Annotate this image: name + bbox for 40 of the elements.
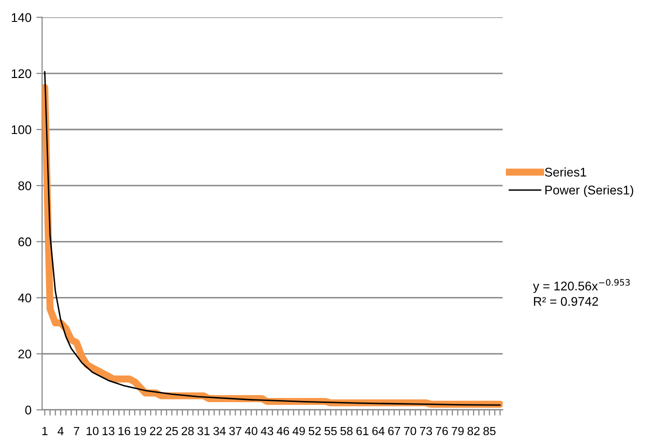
x-tick-label: 82 xyxy=(468,426,480,436)
legend-label: Power (Series1) xyxy=(545,185,634,197)
y-tick-label: 120 xyxy=(12,69,32,78)
x-tick-label: 52 xyxy=(308,426,321,436)
x-tick-label: 37 xyxy=(229,426,242,436)
x-tick-label: 76 xyxy=(436,426,448,436)
x-tick-label: 19 xyxy=(134,426,146,436)
x-tick-label: 7 xyxy=(74,426,80,436)
x-tick-label: 49 xyxy=(292,426,305,436)
text: y = 120.56x$^{−0.953}$ R² = 0.9742 xyxy=(533,279,630,306)
y-tick-label: 40 xyxy=(18,294,32,302)
x-tick-label: 58 xyxy=(340,426,353,436)
y-tick-label: 0 xyxy=(25,406,32,414)
x-tick-label: 79 xyxy=(452,426,464,436)
x-tick-label: 4 xyxy=(58,426,64,436)
x-tick-label: 64 xyxy=(372,426,385,436)
y-tick-label: 20 xyxy=(18,350,32,358)
x-tick-label: 46 xyxy=(276,426,290,436)
x-tick-label: 1 xyxy=(42,426,48,436)
x-tick-label: 22 xyxy=(150,426,162,436)
x-tick-label: 34 xyxy=(213,426,226,436)
legend-label: Series1 xyxy=(544,167,586,177)
x-tick-label: 16 xyxy=(118,426,130,436)
x-tick-label: 55 xyxy=(324,426,337,436)
x-tick-label: 28 xyxy=(182,426,194,436)
y-tick-label: 140 xyxy=(12,13,32,22)
y-tick-label: 60 xyxy=(18,237,32,246)
y-tick-label: 100 xyxy=(12,125,32,134)
x-tick-label: 10 xyxy=(86,426,99,436)
x-tick-label: 25 xyxy=(166,426,178,436)
x-tick-label: 31 xyxy=(197,426,210,436)
x-tick-label: 85 xyxy=(483,426,496,436)
x-tick-label: 67 xyxy=(388,426,400,436)
x-tick-label: 73 xyxy=(420,426,432,436)
x-tick-label: 13 xyxy=(102,426,114,436)
x-tick-label: 43 xyxy=(260,426,274,436)
x-tick-label: 40 xyxy=(244,426,258,436)
x-tick-label: 70 xyxy=(404,426,416,436)
y-tick-label: 80 xyxy=(18,181,32,190)
x-tick-label: 61 xyxy=(356,426,368,436)
